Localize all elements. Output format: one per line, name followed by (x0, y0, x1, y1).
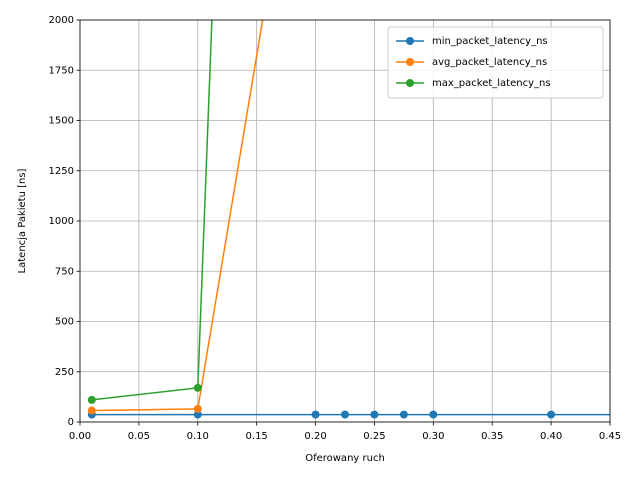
x-tick-label: 0.00 (69, 431, 91, 442)
y-axis-label: Latencja Pakietu [ns] (17, 168, 28, 273)
x-tick-label: 0.10 (187, 431, 209, 442)
point (399, 410, 408, 419)
point (341, 410, 349, 419)
legend-box (387, 26, 604, 99)
y-tick-label: 500 (55, 317, 74, 328)
y-tick-label: 250 (55, 367, 74, 378)
y-tick-label: 1250 (49, 166, 74, 177)
plot-frame (79, 19, 611, 423)
plot-area (87, 20, 610, 419)
point (193, 383, 202, 392)
point (547, 410, 556, 419)
series-line (91, 20, 264, 412)
point (193, 404, 202, 413)
point (311, 410, 320, 419)
y-tick-label: 1750 (49, 65, 74, 76)
x-tick-label: 0.35 (481, 431, 503, 442)
x-tick-label: 0.40 (540, 431, 562, 442)
legend-label: min_packet_latency_ns (432, 36, 548, 47)
x-tick-label: 0.05 (128, 431, 150, 442)
x-tick-label: 0.15 (246, 431, 268, 442)
legend-marker (406, 58, 414, 66)
point (87, 395, 96, 404)
point (370, 410, 379, 419)
point (87, 406, 96, 415)
y-tick-label: 1000 (49, 216, 74, 227)
x-axis-label: Oferowany ruch (305, 453, 385, 464)
y-tick-label: 750 (55, 266, 74, 277)
legend-marker (406, 37, 414, 45)
x-tick-label: 0.45 (599, 431, 621, 442)
legend-label: max_packet_latency_ns (432, 78, 551, 89)
point (193, 410, 202, 419)
legend: min_packet_latency_ns avg_packet_latency_… (387, 26, 604, 99)
x-tick-label: 0.20 (304, 431, 326, 442)
y-tick-label: 0 (68, 417, 74, 428)
y-tick-label: 2000 (49, 15, 74, 26)
legend-marker (406, 79, 414, 87)
x-tick-label: 0.30 (422, 431, 444, 442)
point (429, 410, 438, 419)
x-tick-label: 0.25 (363, 431, 385, 442)
y-tick-label: 1500 (49, 116, 74, 127)
legend-label: avg_packet_latency_ns (432, 57, 547, 68)
